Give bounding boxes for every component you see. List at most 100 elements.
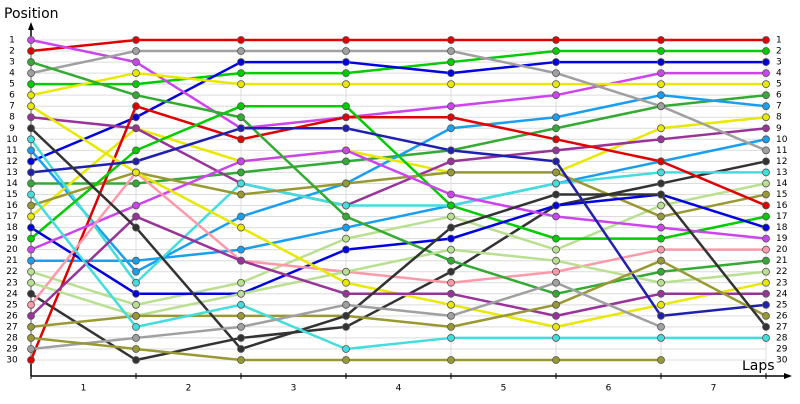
y2-tick-label: 22	[776, 267, 787, 277]
y2-tick-label: 13	[776, 168, 787, 178]
series-point	[27, 322, 35, 331]
y2-tick-label: 11	[776, 146, 787, 156]
series-point	[132, 311, 140, 320]
series-point	[762, 69, 770, 78]
series-point	[657, 179, 665, 188]
series-point	[762, 36, 770, 44]
series-point	[762, 223, 770, 232]
y2-tick-label: 17	[776, 212, 787, 222]
series-point	[132, 300, 140, 309]
series-point	[132, 91, 140, 100]
series-point	[447, 334, 455, 342]
series-point	[762, 47, 770, 55]
series-point	[657, 58, 665, 66]
series-point	[342, 345, 350, 353]
series-point	[552, 300, 560, 309]
series-point	[27, 69, 35, 78]
series-point	[447, 124, 455, 133]
series-point	[237, 168, 245, 177]
series-point	[447, 234, 455, 243]
series-point	[27, 135, 35, 144]
series-point	[657, 190, 665, 199]
series-point	[342, 58, 350, 66]
series-point	[237, 345, 245, 353]
y2-tick-label: 16	[776, 201, 788, 211]
series-point	[27, 102, 35, 111]
series-point	[447, 58, 455, 66]
series-point	[342, 300, 350, 309]
series-point	[447, 168, 455, 177]
series-point	[552, 36, 560, 44]
y2-tick-label: 5	[776, 80, 782, 90]
series-point	[552, 157, 560, 166]
y2-tick-label: 28	[776, 333, 788, 343]
y2-tick-label: 24	[776, 289, 788, 299]
series-point	[552, 69, 560, 78]
series-point	[552, 91, 560, 100]
series-point	[27, 267, 35, 276]
series-point	[447, 223, 455, 232]
series-point	[762, 146, 770, 155]
series-point	[342, 223, 350, 232]
x-tick-label: 4	[396, 384, 402, 394]
series-point	[552, 322, 560, 331]
series-point	[27, 223, 35, 232]
series-point	[132, 113, 140, 122]
series-point	[657, 289, 665, 298]
series-point	[657, 102, 665, 111]
series-point	[657, 234, 665, 243]
series-point	[27, 212, 35, 221]
series-point	[762, 157, 770, 166]
series-point	[762, 168, 770, 177]
series-point	[762, 256, 770, 265]
series-point	[552, 146, 560, 155]
series-point	[762, 190, 770, 199]
series-point	[447, 289, 455, 298]
series-point	[27, 311, 35, 320]
series-point	[657, 278, 665, 287]
series-point	[552, 80, 560, 89]
series-point	[27, 345, 35, 353]
series-point	[447, 267, 455, 276]
series-point	[132, 36, 140, 44]
y-tick-label: 21	[6, 256, 17, 266]
series-point	[27, 113, 35, 122]
series-point	[237, 157, 245, 166]
series-point	[237, 102, 245, 111]
series-point	[762, 135, 770, 144]
series-point	[132, 102, 140, 111]
series-line	[29, 138, 766, 285]
series-point	[342, 322, 350, 331]
series-point	[237, 179, 245, 188]
y-tick-label: 9	[9, 124, 15, 134]
series-point	[552, 289, 560, 298]
series-point	[132, 146, 140, 155]
series-point	[447, 80, 455, 89]
series-point	[237, 58, 245, 66]
series-point	[762, 124, 770, 133]
series-point	[342, 47, 350, 55]
x-tick-label: 7	[711, 384, 717, 394]
series-point	[132, 278, 140, 287]
x-tick-label: 2	[186, 384, 192, 394]
series-point	[342, 80, 350, 89]
series-point	[132, 212, 140, 221]
series-point	[657, 256, 665, 265]
series-point	[447, 47, 455, 55]
series-point	[552, 334, 560, 342]
series-point	[447, 157, 455, 166]
series-point	[552, 190, 560, 199]
series-point	[342, 356, 350, 364]
series-point	[762, 289, 770, 298]
series-point	[27, 91, 35, 100]
series-point	[132, 267, 140, 276]
series-point	[132, 124, 140, 133]
series-point	[132, 356, 140, 364]
series-point	[447, 201, 455, 210]
series-point	[132, 179, 140, 188]
series-point	[237, 190, 245, 199]
series-point	[762, 179, 770, 188]
y2-tick-label: 8	[776, 113, 782, 123]
series-point	[447, 69, 455, 78]
